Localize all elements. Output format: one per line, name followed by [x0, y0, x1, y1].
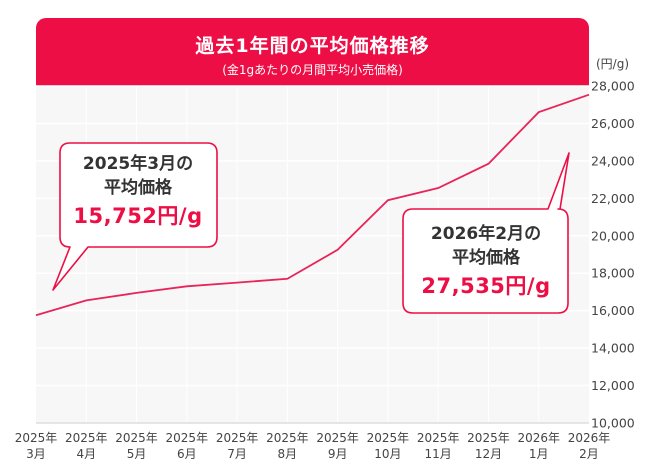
- x-tick-month-label: 10月: [374, 447, 401, 461]
- x-tick-month-label: 7月: [227, 447, 247, 461]
- callout-bubble-start: [52, 142, 218, 291]
- callout-start-price: 15,752円/g: [73, 204, 203, 228]
- x-tick-year-label: 2025年: [417, 431, 460, 445]
- y-tick-label: 22,000: [591, 191, 635, 206]
- chart-title: 過去1年間の平均価格推移: [195, 35, 430, 57]
- x-tick-month-label: 5月: [127, 447, 147, 461]
- x-tick-month-label: 2月: [579, 447, 599, 461]
- x-tick-year-label: 2025年: [467, 431, 510, 445]
- x-tick-month-label: 1月: [529, 447, 549, 461]
- x-tick-year-label: 2025年: [65, 431, 108, 445]
- x-tick-year-label: 2025年: [266, 431, 309, 445]
- y-tick-label: 24,000: [591, 153, 635, 168]
- y-tick-label: 12,000: [591, 378, 635, 393]
- y-tick-label: 20,000: [591, 228, 635, 243]
- x-tick-month-label: 9月: [328, 447, 348, 461]
- x-tick-year-label: 2025年: [15, 431, 58, 445]
- callout-start-line-2: 平均価格: [104, 178, 172, 198]
- x-tick-month-label: 3月: [26, 447, 46, 461]
- callout-end-price: 27,535円/g: [421, 274, 551, 298]
- y-tick-label: 28,000: [591, 79, 635, 94]
- callout-bubble-end: [402, 152, 570, 314]
- y-axis-unit-label: (円/g): [596, 57, 630, 71]
- callout-start-text: 2025年3月の 平均価格 15,752円/g: [58, 152, 218, 228]
- y-axis: 10,000 12,000 14,000 16,000 18,000 20,000 22,0…: [591, 79, 635, 431]
- y-tick-label: 14,000: [591, 341, 635, 356]
- callout-end-text: 2026年2月の 平均価格 27,535円/g: [402, 222, 570, 298]
- x-tick-year-label: 2025年: [367, 431, 410, 445]
- chart-subtitle: (金1gあたりの月間平均小売価格): [222, 63, 403, 77]
- x-tick-year-label: 2025年: [316, 431, 359, 445]
- callout-end-line-1: 2026年2月の: [430, 224, 542, 244]
- x-tick-month-label: 12月: [475, 447, 502, 461]
- y-tick-label: 18,000: [591, 266, 635, 281]
- x-tick-year-label: 2026年: [517, 431, 560, 445]
- callout-end-line-2: 平均価格: [452, 248, 520, 268]
- x-tick-month-label: 4月: [76, 447, 96, 461]
- chart-title-banner: 過去1年間の平均価格推移 (金1gあたりの月間平均小売価格): [36, 18, 589, 86]
- y-tick-label: 16,000: [591, 303, 635, 318]
- x-tick-year-label: 2025年: [115, 431, 158, 445]
- x-tick-year-label: 2026年: [568, 431, 611, 445]
- y-tick-label: 10,000: [591, 416, 635, 431]
- x-tick-month-label: 8月: [278, 447, 298, 461]
- y-tick-label: 26,000: [591, 116, 635, 131]
- x-axis: 2025年 3月 2025年 4月 2025年 5月 2025年 6月 2025年 7月 2025年…: [15, 431, 611, 461]
- x-tick-year-label: 2025年: [166, 431, 209, 445]
- x-tick-year-label: 2025年: [216, 431, 259, 445]
- x-tick-month-label: 6月: [177, 447, 197, 461]
- price-series-line: [35, 93, 590, 317]
- grid-lines: [36, 85, 589, 424]
- x-tick-month-label: 11月: [425, 447, 452, 461]
- callout-start-line-1: 2025年3月の: [82, 154, 194, 174]
